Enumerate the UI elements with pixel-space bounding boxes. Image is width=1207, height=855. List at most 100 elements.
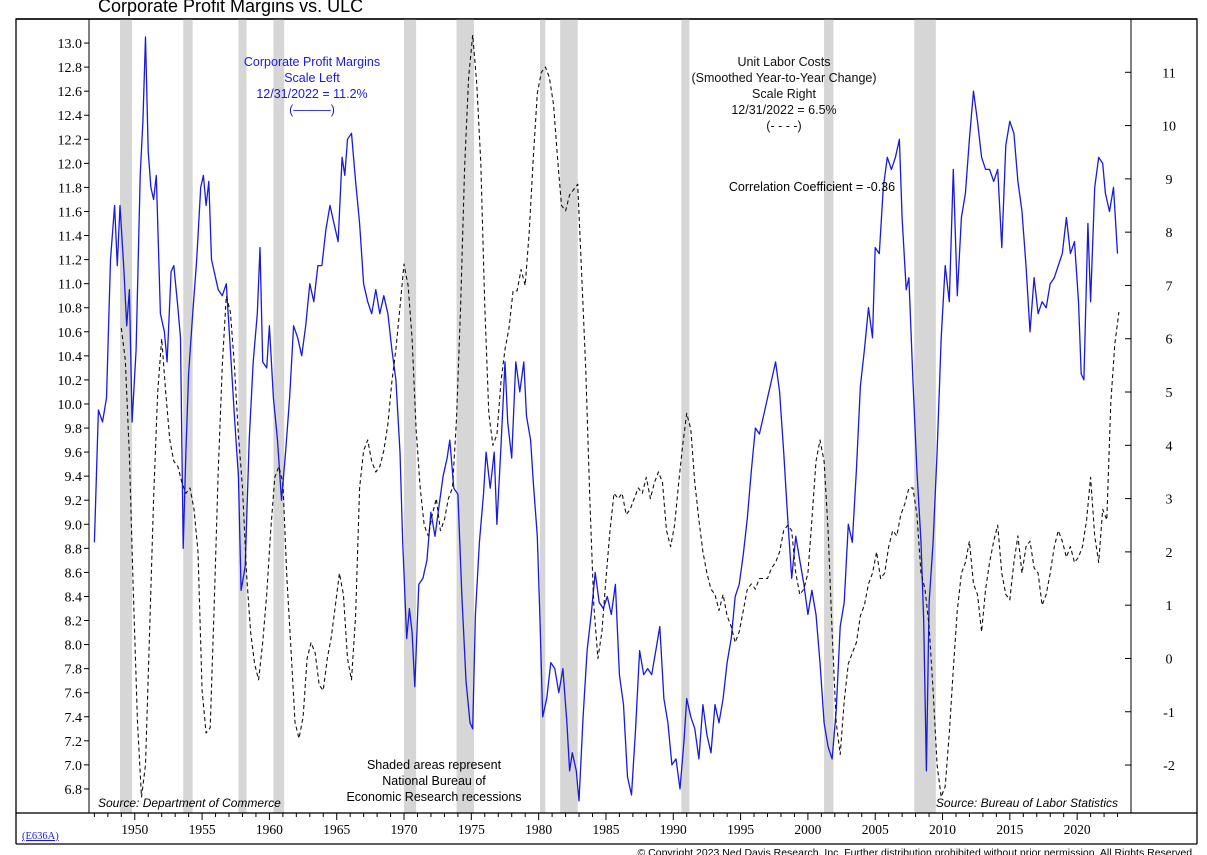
right-tick-label: 6 — [1166, 333, 1173, 348]
x-tick-label: 1960 — [256, 822, 283, 837]
left-tick-label: 9.2 — [65, 494, 83, 509]
x-tick-label: 1965 — [323, 822, 350, 837]
x-tick-label: 1985 — [592, 822, 619, 837]
recession-band-1 — [183, 19, 193, 813]
recession-note-line: Economic Research recessions — [346, 790, 521, 804]
recession-band-6 — [539, 19, 546, 813]
cpm-label-line: (———) — [289, 103, 335, 117]
left-tick-label: 11.4 — [58, 230, 82, 245]
x-tick-label: 2000 — [794, 822, 821, 837]
x-tick-label: 1980 — [525, 822, 552, 837]
left-tick-label: 8.6 — [65, 566, 83, 581]
left-tick-label: 11.8 — [58, 181, 82, 196]
ulc-label-line: (- - - -) — [766, 119, 801, 133]
left-tick-label: 11.0 — [58, 278, 82, 293]
right-tick-label: -2 — [1163, 759, 1175, 774]
left-tick-label: 13.0 — [58, 37, 83, 52]
right-tick-label: 3 — [1166, 493, 1173, 508]
left-tick-label: 7.4 — [65, 711, 83, 726]
right-tick-label: 7 — [1166, 279, 1173, 294]
ulc-label-line: (Smoothed Year-to-Year Change) — [691, 71, 876, 85]
left-tick-label: 12.0 — [58, 157, 83, 172]
recession-band-10 — [914, 19, 936, 813]
right-tick-label: 0 — [1166, 652, 1173, 667]
x-tick-label: 1950 — [121, 822, 148, 837]
left-tick-label: 7.0 — [65, 759, 83, 774]
x-tick-label: 1955 — [189, 822, 216, 837]
x-tick-label: 1970 — [391, 822, 418, 837]
ulc-label-line: Unit Labor Costs — [737, 55, 830, 69]
right-tick-label: 9 — [1166, 173, 1173, 188]
left-tick-label: 12.4 — [58, 109, 83, 124]
chart-title: Corporate Profit Margins vs. ULC — [98, 0, 363, 16]
recession-band-3 — [273, 19, 285, 813]
recession-band-7 — [560, 19, 578, 813]
cpm-label-line: Scale Left — [284, 71, 340, 85]
left-tick-label: 7.2 — [65, 735, 83, 750]
recession-band-8 — [681, 19, 690, 813]
recession-note-line: Shaded areas represent — [367, 758, 502, 772]
x-tick-label: 2005 — [862, 822, 889, 837]
cpm-label-line: 12/31/2022 = 11.2% — [256, 87, 367, 101]
plot-border — [15, 18, 1198, 814]
series-lines — [93, 34, 1120, 802]
recession-note-line: National Bureau of — [382, 774, 486, 788]
left-tick-label: 9.8 — [65, 422, 83, 437]
chart-code[interactable]: (E636A) — [22, 831, 59, 842]
right-tick-label: 11 — [1162, 66, 1175, 81]
left-tick-label: 8.4 — [65, 590, 83, 605]
left-tick-label: 10.6 — [58, 326, 83, 341]
ulc-label-line: 12/31/2022 = 6.5% — [731, 103, 836, 117]
left-tick-label: 9.6 — [65, 446, 83, 461]
left-tick-label: 9.4 — [65, 470, 83, 485]
left-tick-label: 10.4 — [58, 350, 83, 365]
left-tick-label: 12.8 — [58, 61, 83, 76]
recession-band-9 — [824, 19, 834, 813]
ulc-line — [120, 34, 1120, 798]
x-tick-label: 2015 — [996, 822, 1023, 837]
right-tick-label: 5 — [1166, 386, 1173, 401]
x-tick-label: 2010 — [929, 822, 956, 837]
right-tick-label: 1 — [1166, 599, 1173, 614]
left-tick-label: 10.8 — [58, 302, 83, 317]
left-tick-label: 7.8 — [65, 663, 83, 678]
left-axis-ticks: 6.8 7.0 7.2 7.4 7.6 7.8 8.0 8.2 8.4 8.6 8.8 9.0 9.2 9… — [58, 37, 89, 798]
recession-band-5 — [456, 19, 475, 813]
recession-band-0 — [119, 19, 133, 813]
left-tick-label: 10.2 — [58, 374, 83, 389]
right-tick-label: 10 — [1162, 120, 1176, 135]
recession-note: Shaded areas represent National Bureau of… — [346, 758, 521, 804]
left-tick-label: 8.8 — [65, 542, 83, 557]
x-axis-ticks: 1950 1955 1960 1965 1970 1975 1980 1985 1990 1995… — [93, 813, 1119, 837]
left-tick-label: 11.2 — [58, 254, 82, 269]
recession-bands — [119, 19, 936, 813]
source-right: Source: Bureau of Labor Statistics — [936, 796, 1118, 810]
left-tick-label: 8.2 — [65, 615, 83, 630]
left-tick-label: 7.6 — [65, 687, 83, 702]
left-tick-label: 11.6 — [58, 205, 82, 220]
left-tick-label: 12.2 — [58, 133, 83, 148]
right-axis-ticks: -2 -1 0 1 2 3 4 5 6 7 8 9 10 11 — [1125, 66, 1176, 774]
source-left: Source: Department of Commerce — [98, 796, 281, 810]
recession-band-2 — [238, 19, 247, 813]
left-tick-label: 9.0 — [65, 518, 83, 533]
right-tick-label: 4 — [1166, 439, 1173, 454]
left-tick-label: 8.0 — [65, 639, 83, 654]
left-tick-label: 12.6 — [58, 85, 83, 100]
ulc-series-label: Unit Labor Costs (Smoothed Year-to-Year C… — [691, 55, 876, 133]
x-tick-label: 2020 — [1064, 822, 1091, 837]
right-tick-label: -1 — [1163, 706, 1175, 721]
profit-margin-series-label: Corporate Profit Margins Scale Left 12/31/… — [244, 55, 380, 117]
x-tick-label: 1975 — [458, 822, 485, 837]
profit-margin-line — [93, 36, 1119, 802]
x-tick-label: 1990 — [660, 822, 687, 837]
left-tick-label: 6.8 — [65, 783, 83, 798]
left-tick-label: 10.0 — [58, 398, 83, 413]
cpm-label-line: Corporate Profit Margins — [244, 55, 380, 69]
right-tick-label: 8 — [1166, 226, 1173, 241]
correlation-label: Correlation Coefficient = -0.36 — [729, 180, 895, 194]
x-tick-label: 1995 — [727, 822, 754, 837]
recession-band-4 — [404, 19, 417, 813]
ulc-label-line: Scale Right — [752, 87, 816, 101]
